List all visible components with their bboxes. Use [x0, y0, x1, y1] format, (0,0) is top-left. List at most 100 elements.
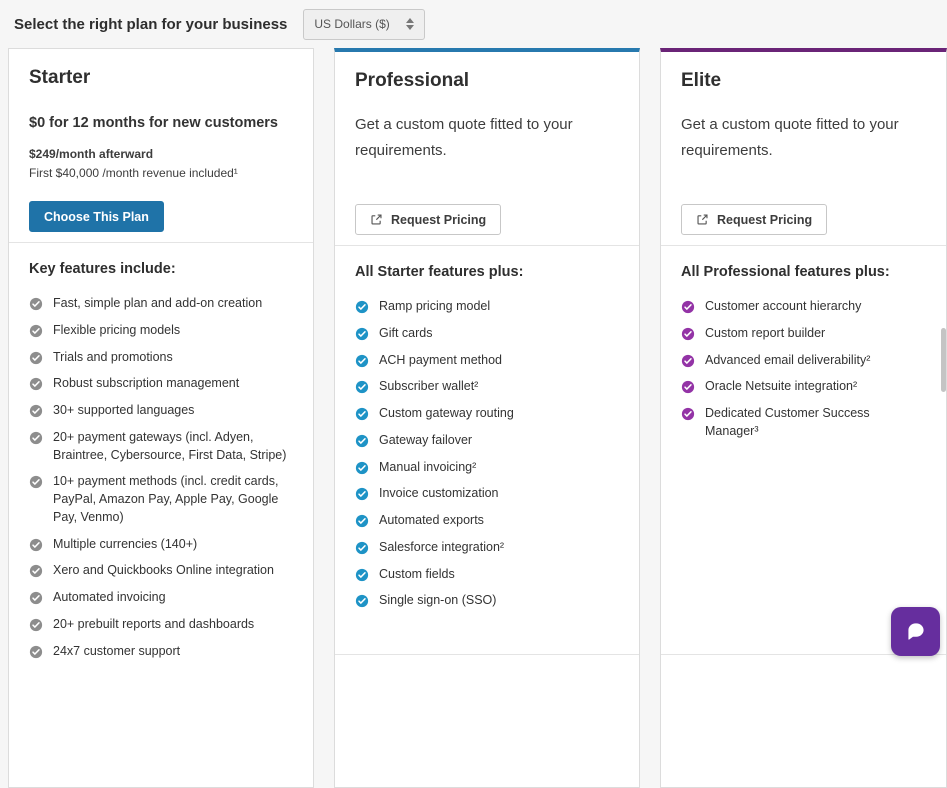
feature-item: 20+ prebuilt reports and dashboards [29, 616, 293, 634]
plan-head-elite: Elite Get a custom quote fitted to your … [661, 52, 946, 246]
page-title: Select the right plan for your business [14, 15, 288, 33]
feature-label: Automated invoicing [53, 590, 166, 604]
feature-item: Automated exports [355, 512, 619, 530]
feature-label: Robust subscription management [53, 376, 240, 391]
check-circle-icon [355, 354, 369, 368]
check-circle-icon [29, 538, 43, 552]
feature-label: Custom fields [379, 566, 455, 581]
feature-label: Custom gateway routing [379, 406, 514, 420]
check-circle-icon [355, 300, 369, 314]
feature-label: 10+ payment methods (incl. credit cards,… [53, 474, 279, 524]
feature-item: Customer account hierarchy [681, 298, 926, 316]
feature-item: Custom report builder [681, 325, 926, 343]
plan-body-professional: All Starter features plus: Ramp pricing … [335, 246, 639, 637]
feature-item: Custom fields [355, 566, 619, 584]
plan-name-starter: Starter [29, 67, 91, 88]
currency-select-value: US Dollars ($) [314, 17, 390, 31]
feature-item: Gift cards [355, 325, 619, 343]
feature-label: Salesforce integration² [379, 539, 505, 554]
feature-item: Custom gateway routing [355, 405, 619, 423]
check-circle-icon [29, 351, 43, 365]
feature-item: Single sign-on (SSO) [355, 592, 619, 610]
chat-widget-button[interactable] [891, 607, 940, 656]
feature-list-starter: Fast, simple plan and add-on creation Fl… [29, 295, 293, 660]
request-pricing-button-elite[interactable]: Request Pricing [681, 204, 828, 235]
feature-label: 20+ payment gateways (incl. Adyen, Brain… [53, 429, 287, 462]
feature-item: Subscriber wallet² [355, 378, 619, 396]
feature-list-elite: Customer account hierarchy Custom report… [681, 298, 926, 441]
check-circle-icon [681, 407, 695, 421]
plan-body-elite: All Professional features plus: Customer… [661, 246, 946, 468]
feature-list-professional: Ramp pricing model Gift cards AC [355, 298, 619, 610]
request-pricing-label: Request Pricing [391, 212, 487, 227]
feature-label: Customer account hierarchy [705, 299, 862, 313]
vertical-scrollbar[interactable] [941, 328, 946, 392]
check-circle-icon [29, 618, 43, 632]
check-circle-icon [355, 434, 369, 448]
features-heading-starter: Key features include: [29, 261, 176, 277]
request-pricing-label: Request Pricing [717, 212, 813, 227]
feature-item: Robust subscription management [29, 375, 293, 393]
check-circle-icon [681, 354, 695, 368]
plan-headline-starter: $0 for 12 months for new customers [29, 115, 278, 131]
check-circle-icon [29, 377, 43, 391]
feature-label: Automated exports [379, 513, 484, 527]
section-divider [335, 654, 639, 655]
check-circle-icon [29, 431, 43, 445]
feature-label: Multiple currencies (140+) [53, 536, 198, 551]
feature-label: Single sign-on (SSO) [379, 593, 497, 608]
check-circle-icon [681, 380, 695, 394]
check-circle-icon [29, 324, 43, 338]
plan-name-elite: Elite [681, 70, 722, 91]
feature-item: Multiple currencies (140+) [29, 536, 293, 554]
feature-item: Gateway failover [355, 432, 619, 450]
feature-item: 24x7 customer support [29, 643, 293, 661]
plan-card-elite: Elite Get a custom quote fitted to your … [660, 48, 947, 788]
plan-quote-elite: Get a custom quote fitted to your requir… [681, 116, 899, 160]
features-heading-elite: All Professional features plus: [681, 264, 890, 280]
feature-label: Manual invoicing² [379, 459, 477, 474]
check-circle-icon [29, 564, 43, 578]
check-circle-icon [355, 514, 369, 528]
feature-label: Ramp pricing model [379, 299, 491, 313]
choose-plan-button[interactable]: Choose This Plan [29, 201, 164, 232]
check-circle-icon [681, 300, 695, 314]
feature-label: Fast, simple plan and add-on creation [53, 296, 263, 310]
feature-item: Flexible pricing models [29, 322, 293, 340]
check-circle-icon [681, 327, 695, 341]
currency-select[interactable]: US Dollars ($) [303, 8, 426, 40]
plan-card-professional: Professional Get a custom quote fitted t… [334, 48, 640, 788]
plan-head-starter: Starter $0 for 12 months for new custome… [9, 49, 313, 243]
check-circle-icon [29, 591, 43, 605]
check-circle-icon [29, 297, 43, 311]
request-pricing-button-professional[interactable]: Request Pricing [355, 204, 502, 235]
feature-label: Dedicated Customer Success Manager³ [705, 406, 870, 438]
feature-item: Salesforce integration² [355, 539, 619, 557]
plan-head-professional: Professional Get a custom quote fitted t… [335, 52, 639, 246]
price-note: $249/month afterward [29, 147, 154, 161]
feature-item: Ramp pricing model [355, 298, 619, 316]
check-circle-icon [355, 407, 369, 421]
feature-label: 24x7 customer support [53, 643, 181, 658]
feature-item: Advanced email deliverability² [681, 352, 926, 370]
section-divider [661, 654, 946, 655]
check-circle-icon [29, 404, 43, 418]
feature-item: Invoice customization [355, 485, 619, 503]
feature-label: Oracle Netsuite integration² [705, 379, 858, 394]
check-circle-icon [29, 475, 43, 489]
plan-body-starter: Key features include: Fast, simple plan … [9, 243, 313, 687]
feature-label: Xero and Quickbooks Online integration [53, 563, 274, 578]
feature-item: 30+ supported languages [29, 402, 293, 420]
feature-label: 20+ prebuilt reports and dashboards [53, 616, 255, 631]
feature-label: Subscriber wallet² [379, 379, 479, 394]
feature-item: Manual invoicing² [355, 459, 619, 477]
plan-quote-professional: Get a custom quote fitted to your requir… [355, 116, 573, 160]
check-circle-icon [29, 645, 43, 659]
plan-card-starter: Starter $0 for 12 months for new custome… [8, 48, 314, 788]
check-circle-icon [355, 487, 369, 501]
revenue-note: First $40,000 /month revenue included¹ [29, 166, 238, 180]
feature-label: Trials and promotions [53, 349, 173, 364]
updown-arrows-icon [406, 18, 415, 30]
feature-item: Oracle Netsuite integration² [681, 378, 926, 396]
check-circle-icon [355, 461, 369, 475]
